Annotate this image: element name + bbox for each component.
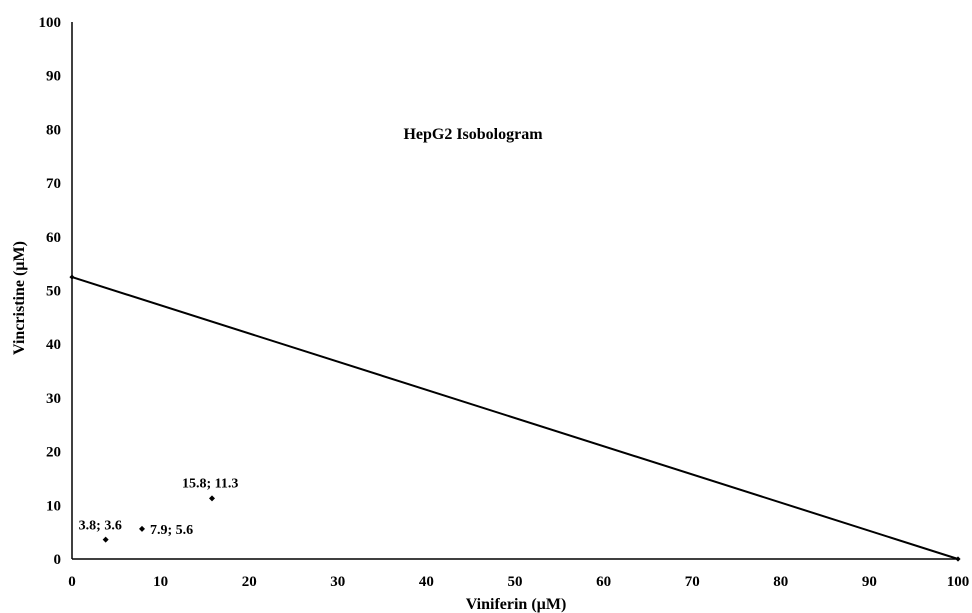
y-tick-label: 40: [46, 337, 61, 353]
x-tick-label: 50: [508, 574, 523, 590]
y-tick-label: 80: [46, 122, 61, 138]
y-tick-label: 10: [46, 498, 61, 514]
chart-title: HepG2 Isobologram: [403, 126, 543, 143]
x-tick-label: 20: [242, 574, 257, 590]
x-tick-label: 60: [596, 574, 611, 590]
data-point: [208, 495, 215, 502]
line-endpoint-marker: [955, 556, 961, 562]
y-tick-label: 60: [46, 230, 61, 246]
data-point: [138, 525, 145, 532]
x-tick-labels: 0 10 20 30 40 50 60 70 80 90 100: [68, 574, 969, 590]
y-axis-label: Vincristine (µM): [11, 241, 28, 355]
y-tick-label: 100: [39, 15, 62, 31]
line-endpoint-marker: [69, 274, 75, 280]
x-tick-label: 100: [947, 574, 970, 590]
x-tick-label: 10: [153, 574, 168, 590]
data-point-label: 3.8; 3.6: [79, 519, 122, 534]
x-tick-label: 30: [330, 574, 345, 590]
y-tick-labels: 0 10 20 30 40 50 60 70 80 90 100: [39, 15, 62, 568]
x-axis-label: Viniferin (µM): [466, 596, 567, 613]
y-tick-label: 50: [46, 284, 61, 300]
y-tick-label: 20: [46, 445, 61, 461]
x-tick-label: 90: [862, 574, 877, 590]
x-tick-label: 0: [68, 574, 76, 590]
x-tick-label: 70: [685, 574, 700, 590]
data-point-label: 15.8; 11.3: [182, 476, 238, 491]
x-tick-label: 80: [773, 574, 788, 590]
y-tick-label: 90: [46, 69, 61, 85]
data-point: [102, 536, 109, 543]
additivity-line: [71, 276, 959, 560]
y-tick-label: 30: [46, 391, 61, 407]
data-points: 3.8; 3.6 7.9; 5.6 15.8; 11.3: [69, 274, 961, 562]
x-tick-label: 40: [419, 574, 434, 590]
y-tick-label: 0: [54, 552, 62, 568]
y-tick-label: 70: [46, 176, 61, 192]
data-point-label: 7.9; 5.6: [150, 523, 193, 538]
